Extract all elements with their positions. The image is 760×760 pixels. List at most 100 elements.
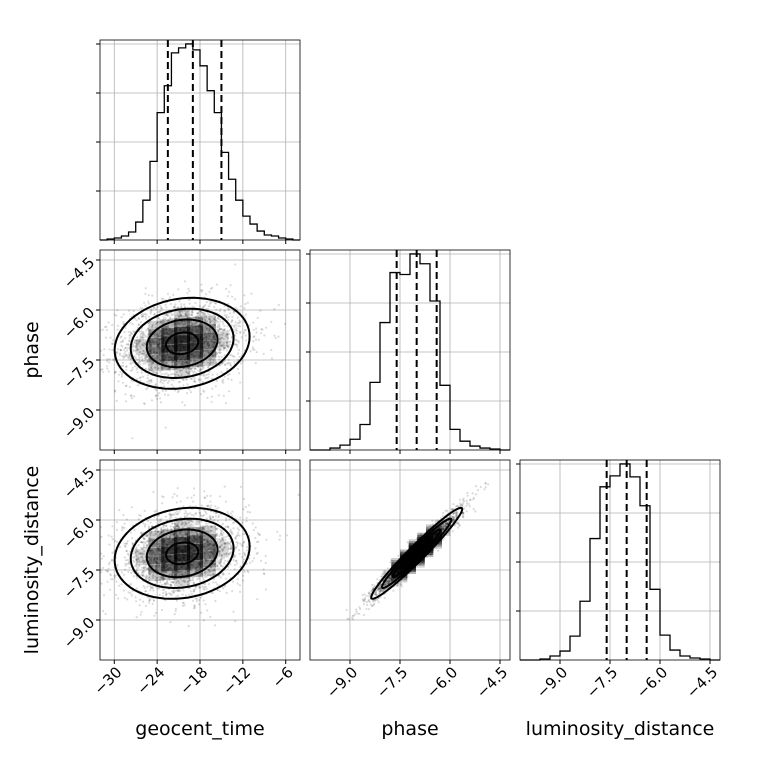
sample-point [78,553,80,555]
sample-point [351,618,354,621]
sample-point [231,510,234,513]
sample-point [213,321,216,324]
sample-point [110,578,113,581]
sample-point [204,330,207,334]
sample-point [128,339,131,342]
sample-point [162,589,166,592]
sample-point [171,357,174,360]
sample-point [159,320,162,323]
sample-point [140,371,143,374]
sample-point [225,316,228,319]
sample-point [207,568,210,572]
sample-point [141,555,144,558]
sample-point [165,582,168,585]
sample-point [166,381,169,384]
sample-point [151,355,154,358]
sample-point [217,320,220,324]
sample-point [166,565,169,569]
sample-point [131,589,134,593]
sample-point [156,372,159,375]
sample-point [151,565,154,568]
sample-point [158,339,161,342]
sample-point [199,541,202,544]
histogram-panel-luminosity_distance [516,459,721,664]
sample-point [142,585,145,588]
sample-point [159,350,162,354]
sample-point [208,557,211,560]
sample-point [147,363,150,366]
sample-point [180,314,183,317]
sample-point [157,344,160,347]
sample-point [148,332,151,335]
sample-point [208,542,212,545]
sample-point [121,354,124,358]
sample-point [153,557,156,560]
sample-point [189,512,192,515]
sample-point [170,513,173,517]
sample-point [181,522,185,525]
sample-point [156,576,159,579]
sample-point [128,354,131,357]
sample-point [167,314,170,317]
sample-point [255,552,258,556]
sample-point [218,550,221,553]
sample-point [194,360,197,363]
sample-point [202,329,205,332]
sample-point [165,306,168,309]
sample-point [149,563,153,566]
sample-point [163,565,166,568]
sample-point [81,347,83,349]
sample-point [208,361,211,364]
sample-point [390,578,393,581]
sample-point [154,366,157,369]
sample-point [196,540,199,543]
sample-point [204,325,207,328]
sample-point [169,566,172,570]
sample-point [144,335,147,338]
sample-point [127,330,130,333]
sample-point [233,568,236,571]
sample-point [142,566,145,569]
sample-point [172,589,175,592]
sample-point [213,335,216,338]
sample-point [244,302,247,306]
sample-point [243,294,246,297]
sample-point [198,324,201,327]
sample-point [188,362,191,365]
sample-point [108,543,111,546]
sample-point [157,549,160,552]
sample-point [159,321,162,325]
sample-point [192,514,195,517]
sample-point [162,496,165,499]
sample-point [117,597,120,600]
sample-point [143,567,146,570]
sample-point [150,345,153,348]
sample-point [172,533,175,536]
sample-point [135,558,138,562]
density-block [174,528,191,545]
sample-point [155,363,158,366]
sample-point [245,520,248,523]
sample-point [202,329,205,332]
sample-point [155,356,158,359]
sample-point [178,380,182,383]
panel-frame [309,249,511,451]
sample-point [204,552,207,555]
sample-point [155,564,158,567]
sample-point [217,355,220,358]
sample-point [206,349,209,352]
sample-point [129,582,133,586]
sample-point [123,573,126,576]
sample-point [198,532,201,535]
sample-point [159,320,162,323]
sample-point [180,315,183,318]
sample-point [158,339,161,342]
sample-point [144,292,147,295]
sample-point [104,612,107,616]
sample-point [212,548,215,551]
sample-point [181,569,184,572]
sample-point [451,518,454,521]
sample-point [135,546,138,549]
sample-point [135,568,138,571]
sample-point [146,577,149,580]
